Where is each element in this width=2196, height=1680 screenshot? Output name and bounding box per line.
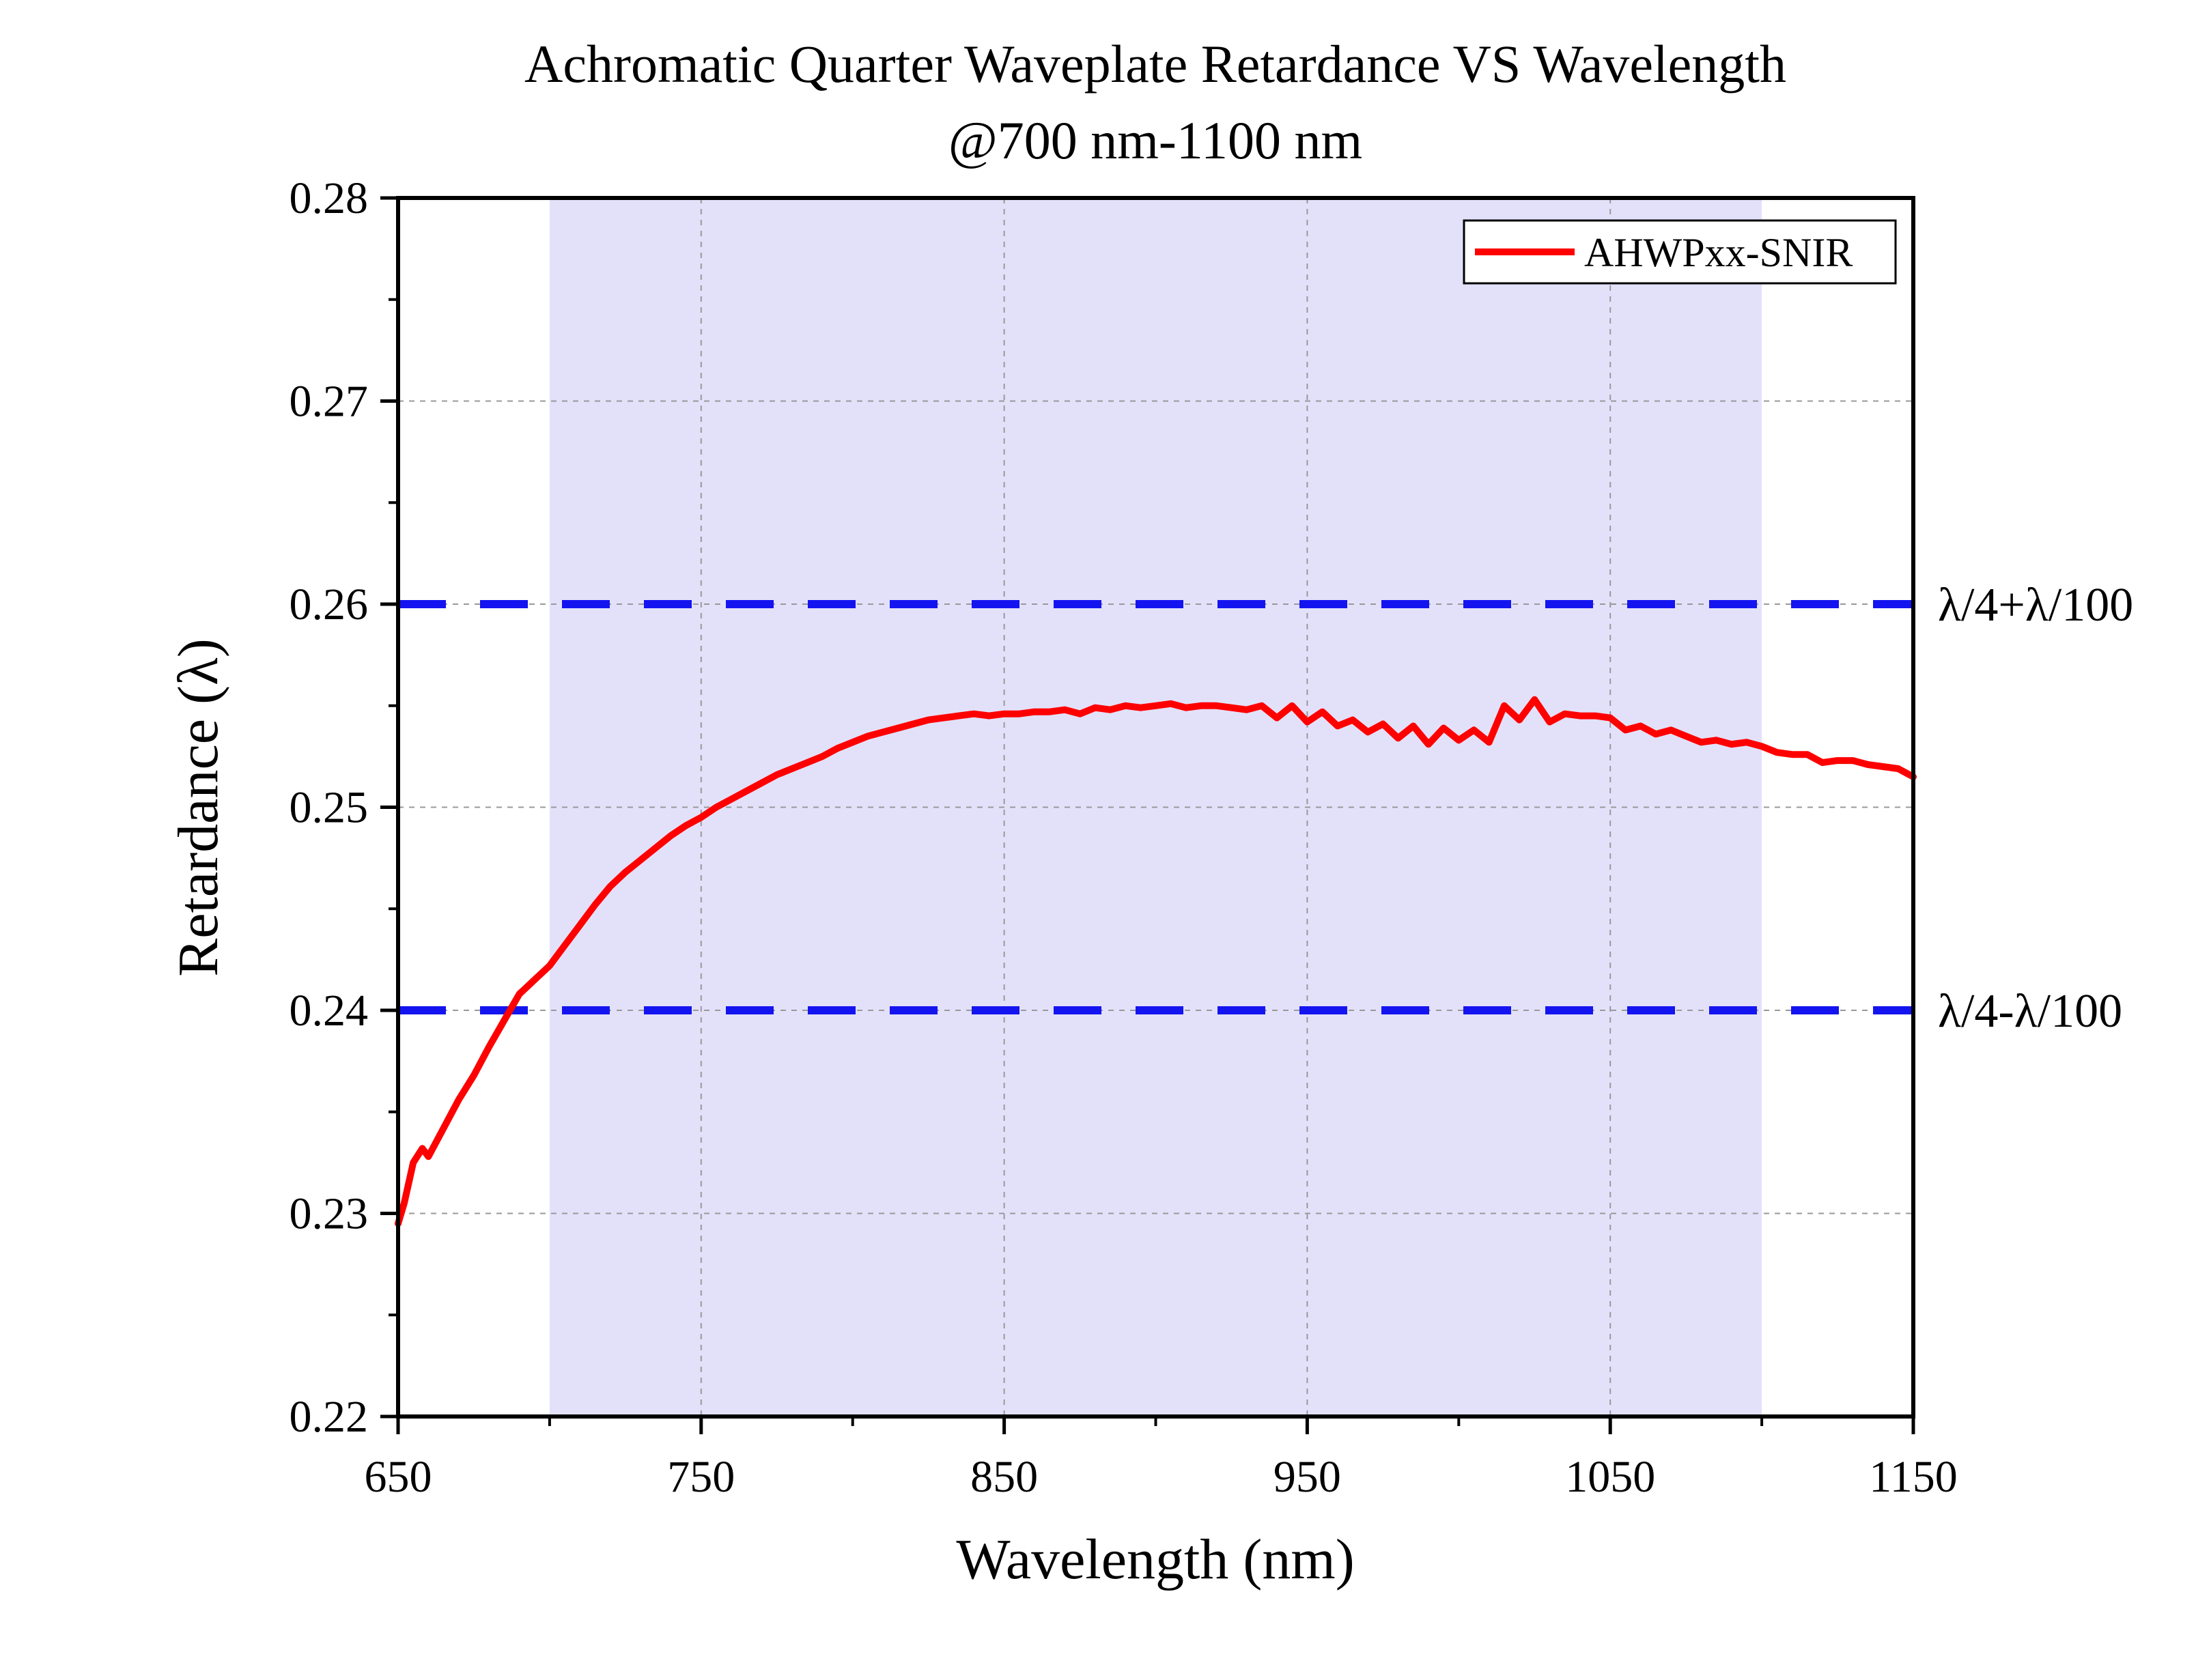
chart-subtitle: @700 nm-1100 nm [948,111,1362,170]
x-tick-label: 650 [365,1452,432,1502]
y-axis-title: Retardance (λ) [167,638,230,976]
legend-label: AHWPxx-SNIR [1584,230,1853,275]
y-tick-label: 0.24 [290,986,369,1036]
y-tick-label: 0.23 [290,1189,369,1239]
x-tick-label: 750 [667,1452,735,1502]
y-tick-label: 0.22 [290,1392,369,1442]
legend-box [1463,219,1897,285]
reference-line-label: λ/4-λ/100 [1938,985,2122,1038]
y-tick-label: 0.27 [290,377,369,427]
x-tick-label: 850 [970,1452,1038,1502]
plot-area: λ/4+λ/100 λ/4-λ/100 650 750 850 950 1050 1150 0.… [290,173,2134,1502]
y-tick-label: 0.26 [290,580,369,629]
x-axis-title: Wavelength (nm) [956,1528,1354,1591]
x-tick-label: 1150 [1869,1452,1958,1502]
reference-line-label: λ/4+λ/100 [1938,579,2133,631]
y-tick-label: 0.25 [290,783,369,833]
chart-title: Achromatic Quarter Waveplate Retardance … [524,34,1786,94]
x-tick-label: 950 [1273,1452,1341,1502]
series-line [395,696,1917,1227]
y-tick-label: 0.28 [290,173,369,223]
x-tick-label: 1050 [1565,1452,1655,1502]
